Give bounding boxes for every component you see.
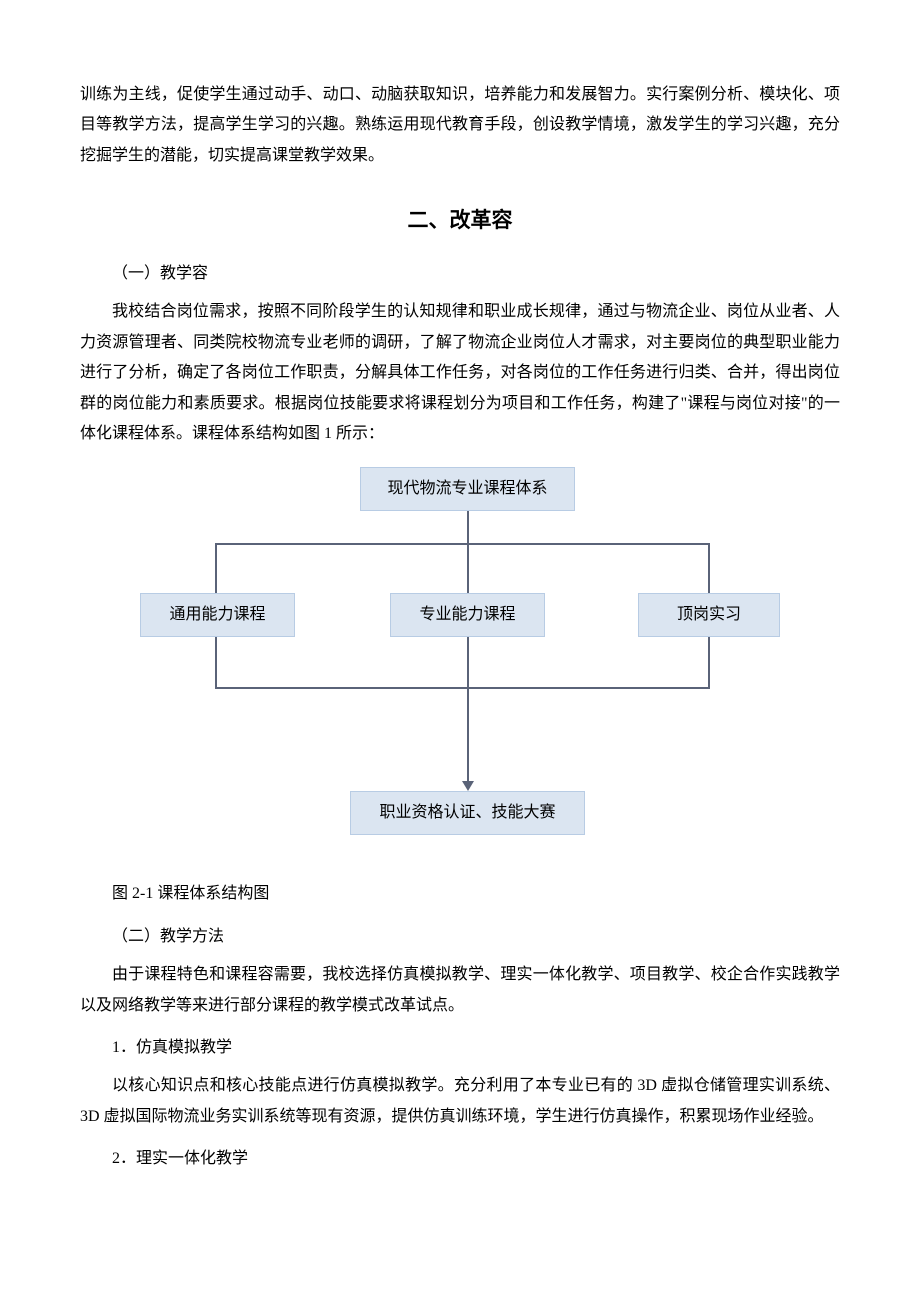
flow-line bbox=[215, 637, 217, 687]
method1-title: 1．仿真模拟教学 bbox=[80, 1033, 840, 1063]
flow-line bbox=[467, 543, 469, 593]
flow-line bbox=[215, 543, 217, 593]
flow-bottom-box: 职业资格认证、技能大赛 bbox=[350, 791, 585, 835]
flow-line bbox=[215, 543, 710, 545]
flow-line bbox=[467, 637, 469, 687]
flow-line bbox=[708, 637, 710, 687]
flow-line bbox=[467, 687, 469, 783]
sub2-title: （二）教学方法 bbox=[80, 922, 840, 952]
curriculum-flowchart: 现代物流专业课程体系 通用能力课程 专业能力课程 顶岗实习 职业资格认证、技能大… bbox=[140, 467, 780, 867]
section-title: 二、改革容 bbox=[80, 201, 840, 241]
flow-left-box: 通用能力课程 bbox=[140, 593, 295, 637]
method2-title: 2．理实一体化教学 bbox=[80, 1144, 840, 1174]
sub1-title: （一）教学容 bbox=[80, 259, 840, 289]
flow-line bbox=[467, 511, 469, 543]
flow-right-box: 顶岗实习 bbox=[638, 593, 780, 637]
flow-line bbox=[215, 687, 710, 689]
figure-caption: 图 2-1 课程体系结构图 bbox=[80, 879, 840, 909]
flow-mid-box: 专业能力课程 bbox=[390, 593, 545, 637]
method1-paragraph: 以核心知识点和核心技能点进行仿真模拟教学。充分利用了本专业已有的 3D 虚拟仓储… bbox=[80, 1071, 840, 1132]
flow-top-box: 现代物流专业课程体系 bbox=[360, 467, 575, 511]
sub2-paragraph: 由于课程特色和课程容需要，我校选择仿真模拟教学、理实一体化教学、项目教学、校企合… bbox=[80, 960, 840, 1021]
flow-line bbox=[708, 543, 710, 593]
sub1-paragraph: 我校结合岗位需求，按照不同阶段学生的认知规律和职业成长规律，通过与物流企业、岗位… bbox=[80, 297, 840, 449]
intro-paragraph: 训练为主线，促使学生通过动手、动口、动脑获取知识，培养能力和发展智力。实行案例分… bbox=[80, 80, 840, 171]
flow-arrowhead bbox=[462, 781, 474, 791]
